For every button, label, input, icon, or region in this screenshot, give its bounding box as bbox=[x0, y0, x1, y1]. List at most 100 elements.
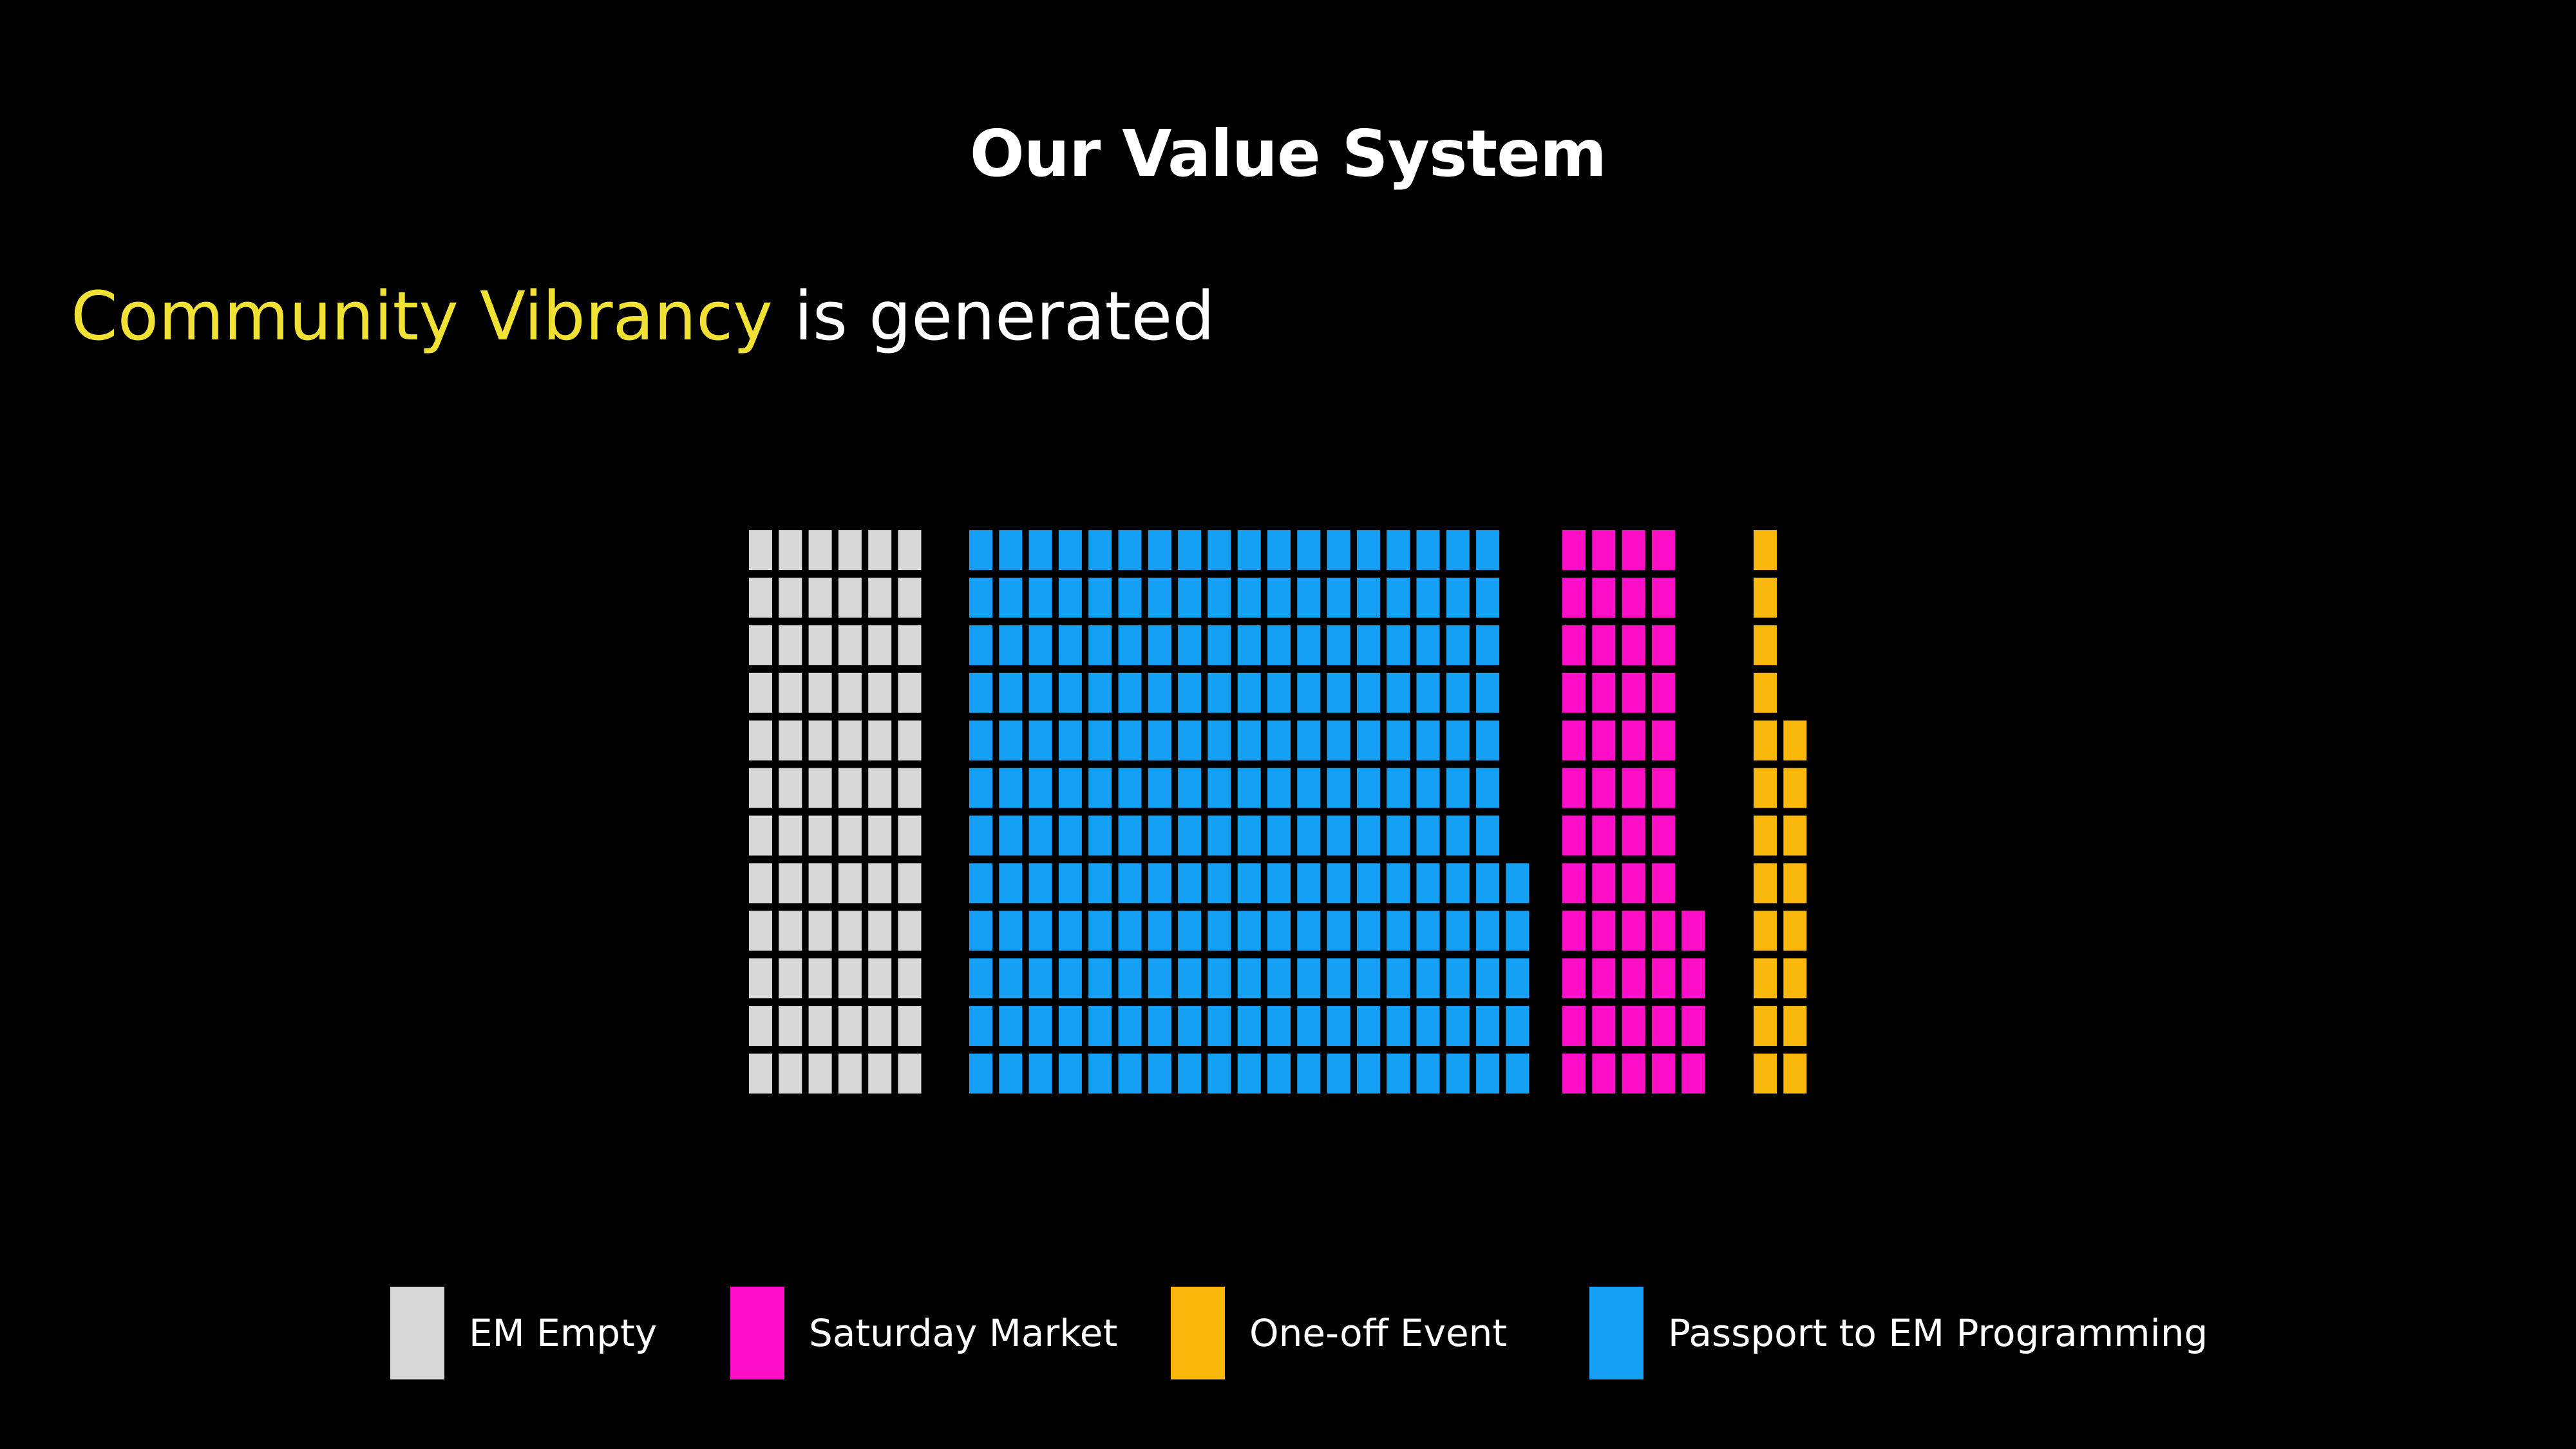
waffle-cell-passport-to-em-programming bbox=[1237, 1006, 1261, 1046]
waffle-cell-em-empty bbox=[838, 578, 862, 618]
waffle-cell-passport-to-em-programming bbox=[1208, 863, 1231, 904]
waffle-cell-em-empty bbox=[779, 720, 802, 761]
waffle-cell-passport-to-em-programming bbox=[1356, 672, 1380, 713]
waffle-cell-passport-to-em-programming bbox=[1178, 578, 1202, 618]
waffle-cell-passport-to-em-programming bbox=[1208, 1006, 1231, 1046]
waffle-cell-passport-to-em-programming bbox=[1476, 625, 1500, 665]
waffle-cell-passport-to-em-programming bbox=[1237, 720, 1261, 761]
waffle-cell-one-off-event bbox=[1783, 815, 1807, 856]
waffle-cell-passport-to-em-programming bbox=[1446, 720, 1470, 761]
waffle-cell-passport-to-em-programming bbox=[1356, 1006, 1380, 1046]
waffle-cell-one-off-event bbox=[1754, 530, 1777, 571]
waffle-cell-em-empty bbox=[868, 625, 892, 665]
waffle-cell-passport-to-em-programming bbox=[1416, 578, 1440, 618]
waffle-cell-saturday-market bbox=[1651, 625, 1675, 665]
waffle-cell-passport-to-em-programming bbox=[1267, 911, 1291, 951]
waffle-cell-passport-to-em-programming bbox=[1387, 768, 1410, 808]
waffle-cell-passport-to-em-programming bbox=[1416, 815, 1440, 856]
waffle-cell-passport-to-em-programming bbox=[1148, 1006, 1171, 1046]
waffle-cell-em-empty bbox=[898, 1054, 922, 1094]
waffle-cell-passport-to-em-programming bbox=[1327, 1054, 1350, 1094]
waffle-cell-saturday-market bbox=[1562, 720, 1586, 761]
waffle-cell-em-empty bbox=[779, 625, 802, 665]
legend: EM Empty Saturday Market One-off Event P… bbox=[0, 1287, 2576, 1379]
waffle-cell-saturday-market bbox=[1681, 958, 1705, 999]
waffle-cell-em-empty bbox=[898, 911, 922, 951]
waffle-cell-passport-to-em-programming bbox=[1476, 958, 1500, 999]
waffle-cell-passport-to-em-programming bbox=[1208, 720, 1231, 761]
waffle-cell-saturday-market bbox=[1681, 911, 1705, 951]
waffle-cell-em-empty bbox=[749, 530, 772, 571]
waffle-cell-em-empty bbox=[868, 672, 892, 713]
waffle-cell-passport-to-em-programming bbox=[1058, 625, 1082, 665]
waffle-cell-passport-to-em-programming bbox=[1058, 815, 1082, 856]
waffle-cell-passport-to-em-programming bbox=[1178, 672, 1202, 713]
waffle-cell-passport-to-em-programming bbox=[1028, 720, 1052, 761]
waffle-cell-saturday-market bbox=[1562, 625, 1586, 665]
subtitle: Community Vibrancy is generated bbox=[71, 277, 1215, 355]
waffle-cell-saturday-market bbox=[1622, 578, 1645, 618]
waffle-cell-passport-to-em-programming bbox=[1148, 625, 1171, 665]
waffle-cell-passport-to-em-programming bbox=[1476, 530, 1500, 571]
waffle-cell-passport-to-em-programming bbox=[1327, 863, 1350, 904]
waffle-cell-saturday-market bbox=[1592, 911, 1616, 951]
waffle-cell-passport-to-em-programming bbox=[1148, 768, 1171, 808]
waffle-cell-passport-to-em-programming bbox=[1148, 530, 1171, 571]
waffle-cell-passport-to-em-programming bbox=[1058, 672, 1082, 713]
waffle-cell-one-off-event bbox=[1754, 958, 1777, 999]
waffle-cell-passport-to-em-programming bbox=[999, 911, 1023, 951]
waffle-cell-one-off-event bbox=[1783, 768, 1807, 808]
waffle-cell-em-empty bbox=[868, 958, 892, 999]
waffle-cell-saturday-market bbox=[1562, 1054, 1586, 1094]
waffle-cell-em-empty bbox=[868, 578, 892, 618]
waffle-cell-passport-to-em-programming bbox=[1028, 530, 1052, 571]
waffle-cell-passport-to-em-programming bbox=[1267, 625, 1291, 665]
waffle-cell-passport-to-em-programming bbox=[1387, 1054, 1410, 1094]
waffle-cell-passport-to-em-programming bbox=[1356, 911, 1380, 951]
waffle-cell-passport-to-em-programming bbox=[1148, 578, 1171, 618]
waffle-cell-passport-to-em-programming bbox=[1476, 768, 1500, 808]
waffle-cell-passport-to-em-programming bbox=[1267, 815, 1291, 856]
waffle-cell-passport-to-em-programming bbox=[1506, 1054, 1530, 1094]
waffle-cell-one-off-event bbox=[1754, 1006, 1777, 1046]
waffle-cell-passport-to-em-programming bbox=[1356, 530, 1380, 571]
waffle-cell-passport-to-em-programming bbox=[1446, 863, 1470, 904]
waffle-cell-passport-to-em-programming bbox=[1476, 863, 1500, 904]
waffle-cell-passport-to-em-programming bbox=[1088, 863, 1112, 904]
waffle-cell-passport-to-em-programming bbox=[1446, 672, 1470, 713]
waffle-cell-passport-to-em-programming bbox=[1297, 768, 1321, 808]
waffle-cell-passport-to-em-programming bbox=[1327, 578, 1350, 618]
waffle-cell-em-empty bbox=[749, 720, 772, 761]
waffle-cell-passport-to-em-programming bbox=[1446, 1006, 1470, 1046]
waffle-cell-passport-to-em-programming bbox=[1297, 625, 1321, 665]
waffle-cell-em-empty bbox=[779, 958, 802, 999]
waffle-cell-passport-to-em-programming bbox=[1088, 911, 1112, 951]
waffle-cell-passport-to-em-programming bbox=[999, 578, 1023, 618]
waffle-cell-em-empty bbox=[749, 863, 772, 904]
waffle-cell-passport-to-em-programming bbox=[1118, 530, 1142, 571]
waffle-cell-saturday-market bbox=[1562, 1006, 1586, 1046]
waffle-cell-passport-to-em-programming bbox=[1028, 625, 1052, 665]
waffle-cell-em-empty bbox=[749, 911, 772, 951]
waffle-cell-passport-to-em-programming bbox=[999, 863, 1023, 904]
waffle-cell-em-empty bbox=[898, 863, 922, 904]
waffle-group-one-off-event bbox=[1754, 530, 1807, 1094]
waffle-cell-passport-to-em-programming bbox=[1208, 625, 1231, 665]
waffle-cell-one-off-event bbox=[1754, 768, 1777, 808]
waffle-cell-passport-to-em-programming bbox=[1476, 672, 1500, 713]
waffle-cell-em-empty bbox=[779, 578, 802, 618]
waffle-cell-saturday-market bbox=[1622, 672, 1645, 713]
waffle-cell-passport-to-em-programming bbox=[969, 863, 992, 904]
waffle-cell-passport-to-em-programming bbox=[1476, 578, 1500, 618]
waffle-cell-passport-to-em-programming bbox=[1446, 958, 1470, 999]
waffle-cell-passport-to-em-programming bbox=[1237, 815, 1261, 856]
waffle-cell-passport-to-em-programming bbox=[1476, 720, 1500, 761]
waffle-cell-passport-to-em-programming bbox=[999, 768, 1023, 808]
waffle-cell-passport-to-em-programming bbox=[1356, 768, 1380, 808]
waffle-cell-passport-to-em-programming bbox=[1058, 911, 1082, 951]
waffle-cell-passport-to-em-programming bbox=[1088, 958, 1112, 999]
waffle-cell-passport-to-em-programming bbox=[1267, 1006, 1291, 1046]
waffle-cell-passport-to-em-programming bbox=[1148, 815, 1171, 856]
waffle-cell-passport-to-em-programming bbox=[1506, 958, 1530, 999]
waffle-cell-passport-to-em-programming bbox=[1237, 625, 1261, 665]
